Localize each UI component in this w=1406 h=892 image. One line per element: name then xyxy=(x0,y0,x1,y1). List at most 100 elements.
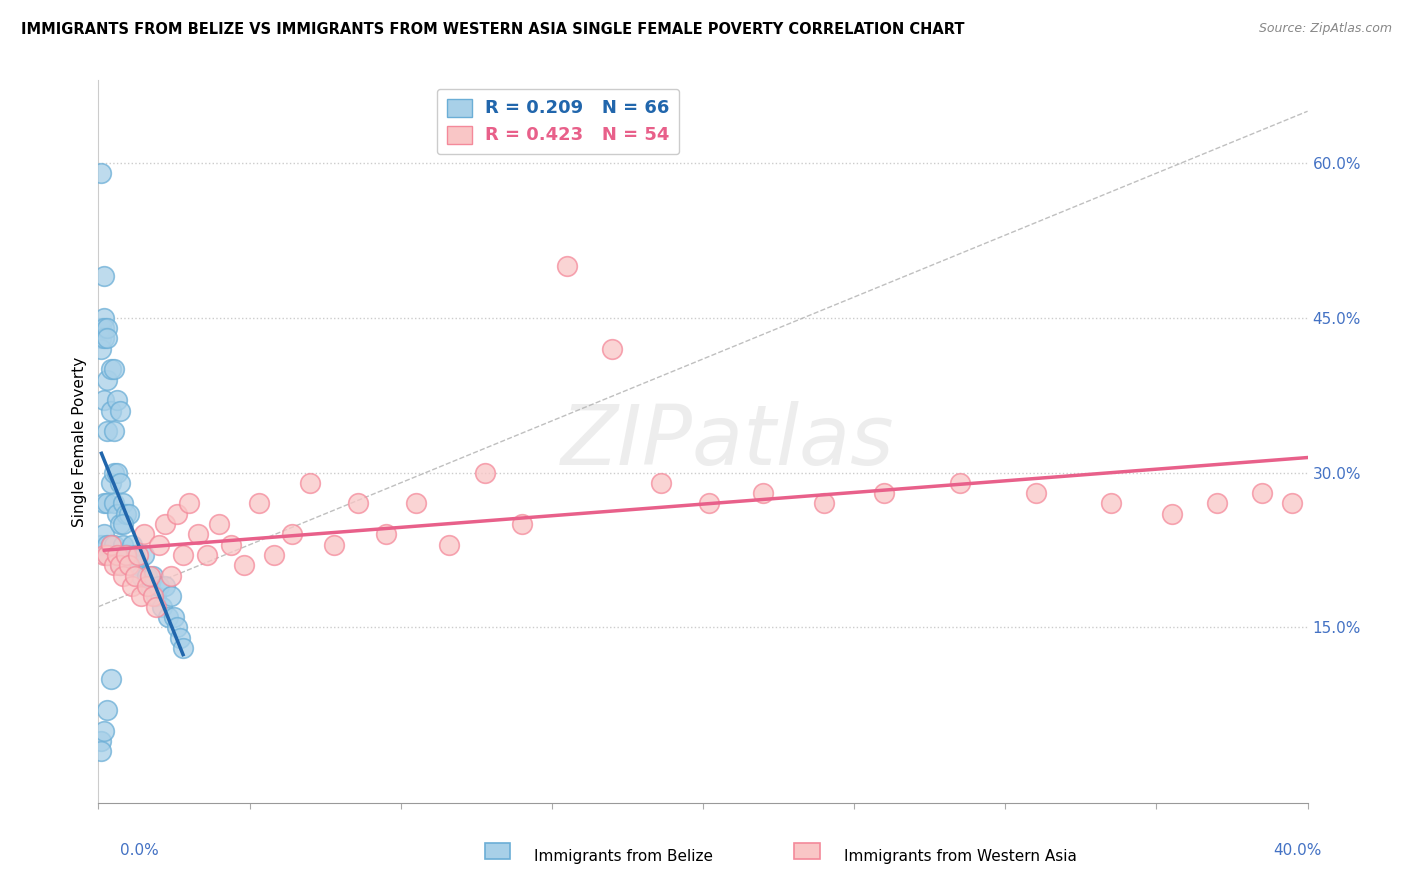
Point xyxy=(873,486,896,500)
Point xyxy=(166,507,188,521)
Point xyxy=(108,517,131,532)
Point xyxy=(132,548,155,562)
Point xyxy=(108,558,131,573)
Point xyxy=(124,548,146,562)
Point xyxy=(96,321,118,335)
Point xyxy=(148,538,170,552)
Y-axis label: Single Female Poverty: Single Female Poverty xyxy=(72,357,87,526)
Point xyxy=(114,548,136,562)
Point xyxy=(96,538,118,552)
Point xyxy=(1281,496,1303,510)
Point xyxy=(1099,496,1122,510)
Point xyxy=(118,548,141,562)
Point xyxy=(111,568,134,582)
Point xyxy=(145,599,167,614)
Point xyxy=(108,475,131,490)
Point xyxy=(100,538,122,552)
Point xyxy=(118,507,141,521)
Point xyxy=(93,496,115,510)
Point xyxy=(221,538,243,552)
Point xyxy=(96,373,118,387)
Text: ZIPatlas: ZIPatlas xyxy=(561,401,894,482)
Point xyxy=(179,496,201,510)
Point xyxy=(132,527,155,541)
Point xyxy=(93,548,115,562)
Point xyxy=(105,393,128,408)
Point xyxy=(105,466,128,480)
Point xyxy=(139,579,162,593)
Point xyxy=(148,579,170,593)
Point xyxy=(108,403,131,417)
Point xyxy=(90,331,112,345)
Point xyxy=(510,517,533,532)
Point xyxy=(93,393,115,408)
Point xyxy=(247,496,270,510)
Point xyxy=(129,590,152,604)
Point xyxy=(281,527,304,541)
Point xyxy=(166,620,188,634)
Point xyxy=(96,424,118,438)
Point xyxy=(111,517,134,532)
Point xyxy=(114,548,136,562)
Point xyxy=(93,723,115,738)
Point xyxy=(103,362,125,376)
Point xyxy=(105,548,128,562)
Point xyxy=(100,475,122,490)
Point xyxy=(232,558,254,573)
Point xyxy=(145,590,167,604)
Point xyxy=(139,568,162,582)
Point xyxy=(127,558,149,573)
Point xyxy=(347,496,370,510)
Point xyxy=(813,496,835,510)
Point xyxy=(949,475,972,490)
Point xyxy=(118,558,141,573)
Point xyxy=(263,548,285,562)
Point xyxy=(90,342,112,356)
Legend: R = 0.209   N = 66, R = 0.423   N = 54: R = 0.209 N = 66, R = 0.423 N = 54 xyxy=(436,88,679,154)
Point xyxy=(142,590,165,604)
Point xyxy=(437,538,460,552)
Point xyxy=(299,475,322,490)
Point xyxy=(96,703,118,717)
Point xyxy=(172,640,194,655)
Point xyxy=(103,558,125,573)
Point xyxy=(127,548,149,562)
Point xyxy=(602,342,624,356)
Point xyxy=(208,517,231,532)
Text: Immigrants from Western Asia: Immigrants from Western Asia xyxy=(844,849,1077,864)
Point xyxy=(111,496,134,510)
Point xyxy=(153,517,176,532)
Text: Source: ZipAtlas.com: Source: ZipAtlas.com xyxy=(1258,22,1392,36)
Point xyxy=(93,321,115,335)
Point xyxy=(150,599,173,614)
Point xyxy=(135,579,157,593)
Point xyxy=(93,310,115,325)
Point xyxy=(105,548,128,562)
Point xyxy=(195,548,218,562)
Point xyxy=(172,548,194,562)
Point xyxy=(103,496,125,510)
Point xyxy=(114,507,136,521)
Point xyxy=(374,527,396,541)
Text: 40.0%: 40.0% xyxy=(1274,843,1322,858)
Point xyxy=(121,538,143,552)
Point xyxy=(1160,507,1182,521)
Point xyxy=(100,403,122,417)
Point xyxy=(121,579,143,593)
Point xyxy=(697,496,720,510)
Text: IMMIGRANTS FROM BELIZE VS IMMIGRANTS FROM WESTERN ASIA SINGLE FEMALE POVERTY COR: IMMIGRANTS FROM BELIZE VS IMMIGRANTS FRO… xyxy=(21,22,965,37)
Point xyxy=(90,734,112,748)
Point xyxy=(105,507,128,521)
Point xyxy=(100,362,122,376)
Point xyxy=(124,568,146,582)
Point xyxy=(187,527,209,541)
Point xyxy=(90,166,112,180)
Point xyxy=(1251,486,1274,500)
Point xyxy=(156,610,179,624)
Point xyxy=(153,579,176,593)
Point xyxy=(103,538,125,552)
Point xyxy=(96,548,118,562)
Point xyxy=(650,475,672,490)
Point xyxy=(752,486,775,500)
Point xyxy=(160,568,183,582)
